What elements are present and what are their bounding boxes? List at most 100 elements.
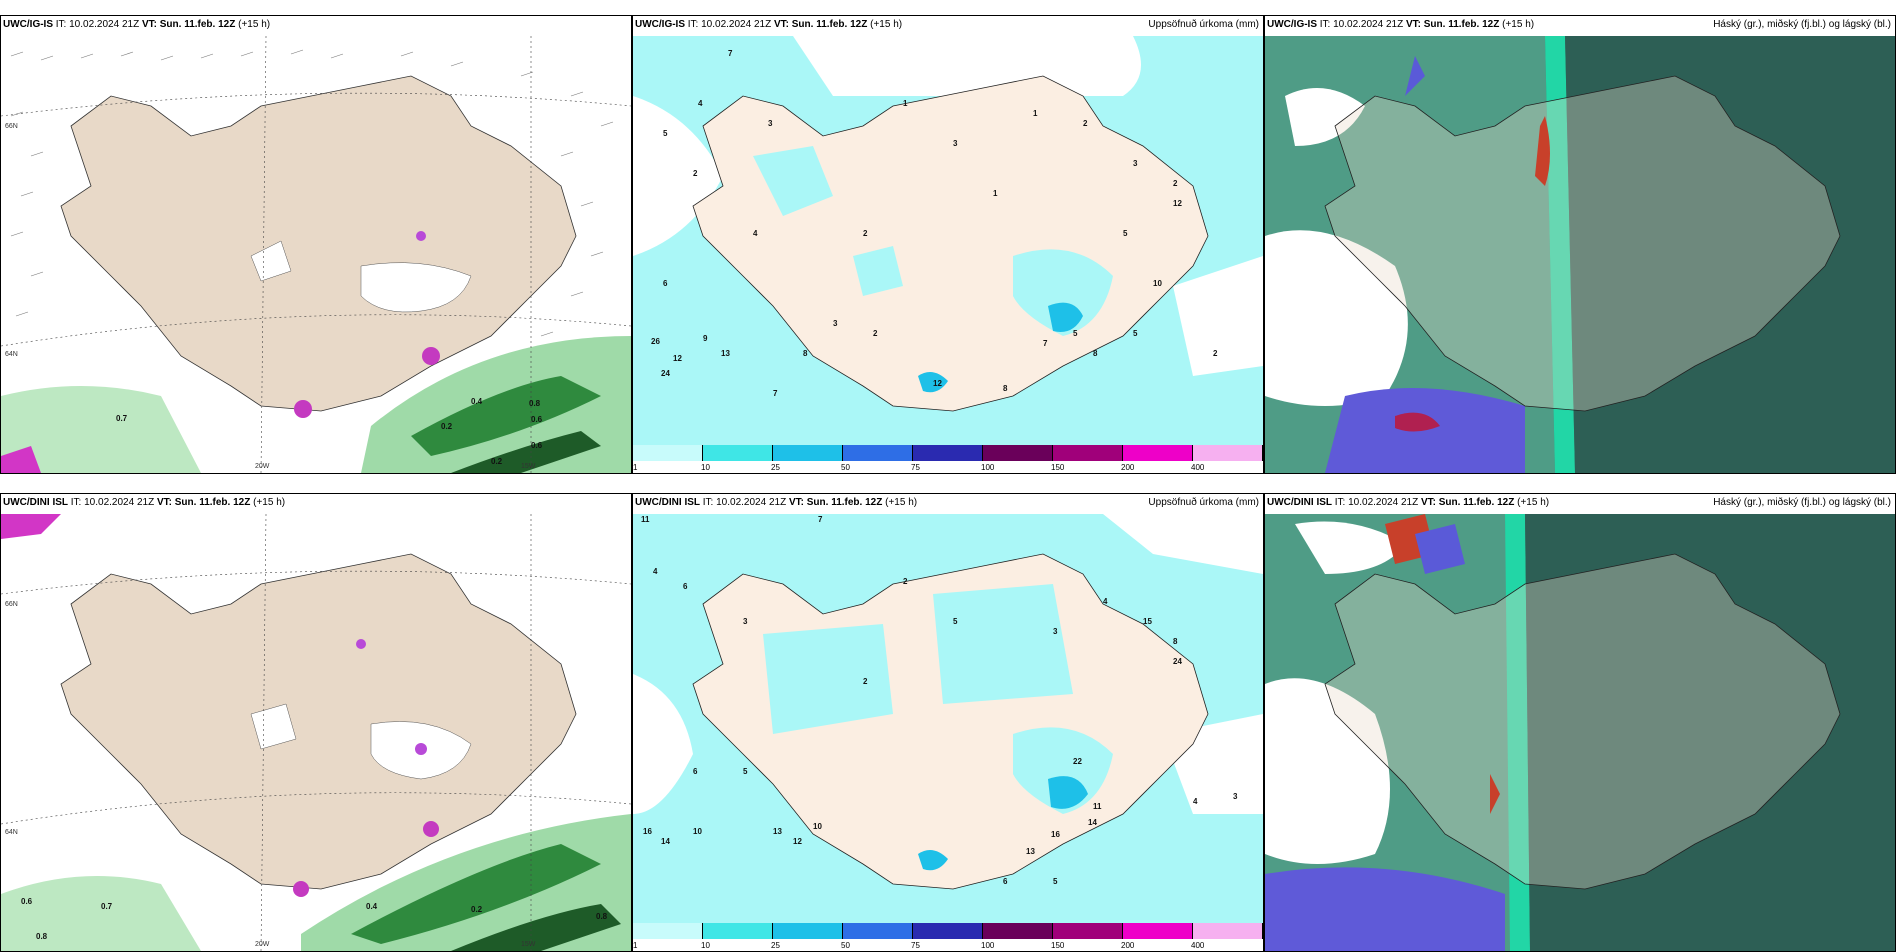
- valid-time-label: VT:: [1405, 19, 1421, 30]
- precip-value: 14: [1088, 818, 1097, 827]
- valid-time: Sun. 11.feb. 12Z: [806, 497, 883, 508]
- lead-time: (+15 h): [238, 19, 271, 30]
- precip-value: 13: [773, 827, 782, 836]
- precip-value: 11: [1093, 802, 1102, 811]
- panel-clouds-row1: UWC/IG-IS IT: 10.02.2024 21Z VT: Sun. 11…: [1264, 15, 1896, 474]
- precip-value: 6: [693, 767, 698, 776]
- precip-value: 3: [1053, 627, 1058, 636]
- precip-value: 3: [953, 139, 958, 148]
- valid-time-label: VT:: [141, 19, 157, 30]
- precip-value: 22: [1073, 757, 1082, 766]
- precip-value: 4: [753, 229, 758, 238]
- precip-value: 26: [651, 337, 660, 346]
- precip-title: Uppsöfnuð úrkoma (mm): [1148, 497, 1259, 508]
- precip-value: 1: [1033, 109, 1038, 118]
- precip-value: 4: [1193, 797, 1198, 806]
- precip-value: 7: [773, 389, 778, 398]
- panel-precip-row2: UWC/DINI ISL IT: 10.02.2024 21Z VT: Sun.…: [632, 493, 1264, 952]
- wind-value: 0.2: [491, 457, 503, 466]
- precip-value: 8: [1093, 349, 1098, 358]
- precip-value: 2: [1173, 179, 1178, 188]
- precip-map: 11 7 4 6 3 2 5 15 8 24 2 3 4 13 16 14 10…: [633, 514, 1263, 923]
- wind-map: 66N 64N 20W 15W 0.6 0.7 0.8 0.4 0.2 0.8: [1, 514, 631, 951]
- colorbar-cell: [913, 923, 983, 939]
- precip-value: 6: [1003, 877, 1008, 886]
- precip-value: 2: [903, 577, 908, 586]
- precip-value: 13: [721, 349, 730, 358]
- valid-time-label: VT:: [773, 19, 789, 30]
- precip-value: 6: [683, 582, 688, 591]
- colorbar-tick: 10: [701, 941, 710, 950]
- precip-value: 5: [1133, 329, 1138, 338]
- precip-value: 2: [863, 677, 868, 686]
- colorbar-cell: [1193, 923, 1263, 939]
- lon-label: 20W: [255, 463, 270, 470]
- model-name: UWC/IG-IS: [1267, 19, 1317, 30]
- precip-value: 5: [953, 617, 958, 626]
- cloud-map: [1265, 36, 1895, 473]
- panel-header: UWC/IG-IS IT: 10.02.2024 21Z VT: Sun. 11…: [1267, 19, 1891, 35]
- wind-value: 0.6: [531, 441, 543, 450]
- wind-value: 0.2: [441, 422, 453, 431]
- colorbar-tick: 150: [1051, 463, 1065, 472]
- panel-wind-row2: UWC/DINI ISL IT: 10.02.2024 21Z VT: Sun.…: [0, 493, 632, 952]
- wind-value: 0.8: [596, 912, 608, 921]
- precip-value: 3: [743, 617, 748, 626]
- colorbar-tick: 10: [701, 463, 710, 472]
- valid-time: Sun. 11.feb. 12Z: [1438, 497, 1515, 508]
- wind-value: 0.8: [36, 932, 48, 941]
- wind-value: 0.2: [471, 905, 483, 914]
- precip-value: 3: [1133, 159, 1138, 168]
- lat-label: 64N: [5, 351, 18, 358]
- colorbar-cell: [983, 923, 1053, 939]
- wind-value: 0.4: [366, 902, 378, 911]
- valid-time: Sun. 11.feb. 12Z: [159, 19, 236, 30]
- precip-value: 7: [728, 49, 733, 58]
- colorbar-cell: [1123, 445, 1193, 461]
- colorbar-cell: [773, 445, 843, 461]
- panel-clouds-row2: UWC/DINI ISL IT: 10.02.2024 21Z VT: Sun.…: [1264, 493, 1896, 952]
- wind-value: 0.7: [101, 902, 113, 911]
- colorbar-tick: 75: [911, 463, 920, 472]
- precip-value: 12: [673, 354, 682, 363]
- model-name: UWC/IG-IS: [3, 19, 53, 30]
- model-name: UWC/DINI ISL: [1267, 497, 1332, 508]
- model-name: UWC/IG-IS: [635, 19, 685, 30]
- cloud-title: Háský (gr.), miðský (fj.bl.) og lágský (…: [1713, 497, 1891, 508]
- precip-value: 13: [1026, 847, 1035, 856]
- colorbar-cell: [983, 445, 1053, 461]
- colorbar-cell: [1053, 445, 1123, 461]
- precip-value: 12: [1173, 199, 1182, 208]
- colorbar-tick: 1: [633, 941, 638, 950]
- valid-time: Sun. 11.feb. 12Z: [1423, 19, 1500, 30]
- colorbar-cell: [633, 923, 703, 939]
- valid-time: Sun. 11.feb. 12Z: [174, 497, 251, 508]
- precip-value: 3: [1233, 792, 1238, 801]
- precip-value: 5: [1073, 329, 1078, 338]
- cloud-map: [1265, 514, 1895, 951]
- precip-value: 4: [653, 567, 658, 576]
- panel-header: UWC/DINI ISL IT: 10.02.2024 21Z VT: Sun.…: [1267, 497, 1891, 513]
- precip-value: 12: [793, 837, 802, 846]
- precip-value: 10: [1153, 279, 1162, 288]
- valid-time-label: VT:: [788, 497, 804, 508]
- colorbar-tick: 50: [841, 463, 850, 472]
- colorbar-tick: 100: [981, 941, 995, 950]
- colorbar-tick: 1: [633, 463, 638, 472]
- precip-value: 15: [1143, 617, 1152, 626]
- precip-value: 10: [813, 822, 822, 831]
- precip-value: 14: [661, 837, 670, 846]
- precip-value: 5: [1053, 877, 1058, 886]
- precip-value: 9: [703, 334, 708, 343]
- precip-value: 16: [1051, 830, 1060, 839]
- precip-value: 1: [993, 189, 998, 198]
- colorbar-tick: 200: [1121, 941, 1135, 950]
- colorbar-tick: 25: [771, 463, 780, 472]
- colorbar-cell: [703, 445, 773, 461]
- colorbar-cell: [773, 923, 843, 939]
- precip-colorbar: 1 10 25 50 75 100 150 200 400: [633, 923, 1263, 951]
- panel-precip-row1: UWC/IG-IS IT: 10.02.2024 21Z VT: Sun. 11…: [632, 15, 1264, 474]
- precip-value: 12: [933, 379, 942, 388]
- precip-value: 2: [863, 229, 868, 238]
- colorbar-tick: 75: [911, 941, 920, 950]
